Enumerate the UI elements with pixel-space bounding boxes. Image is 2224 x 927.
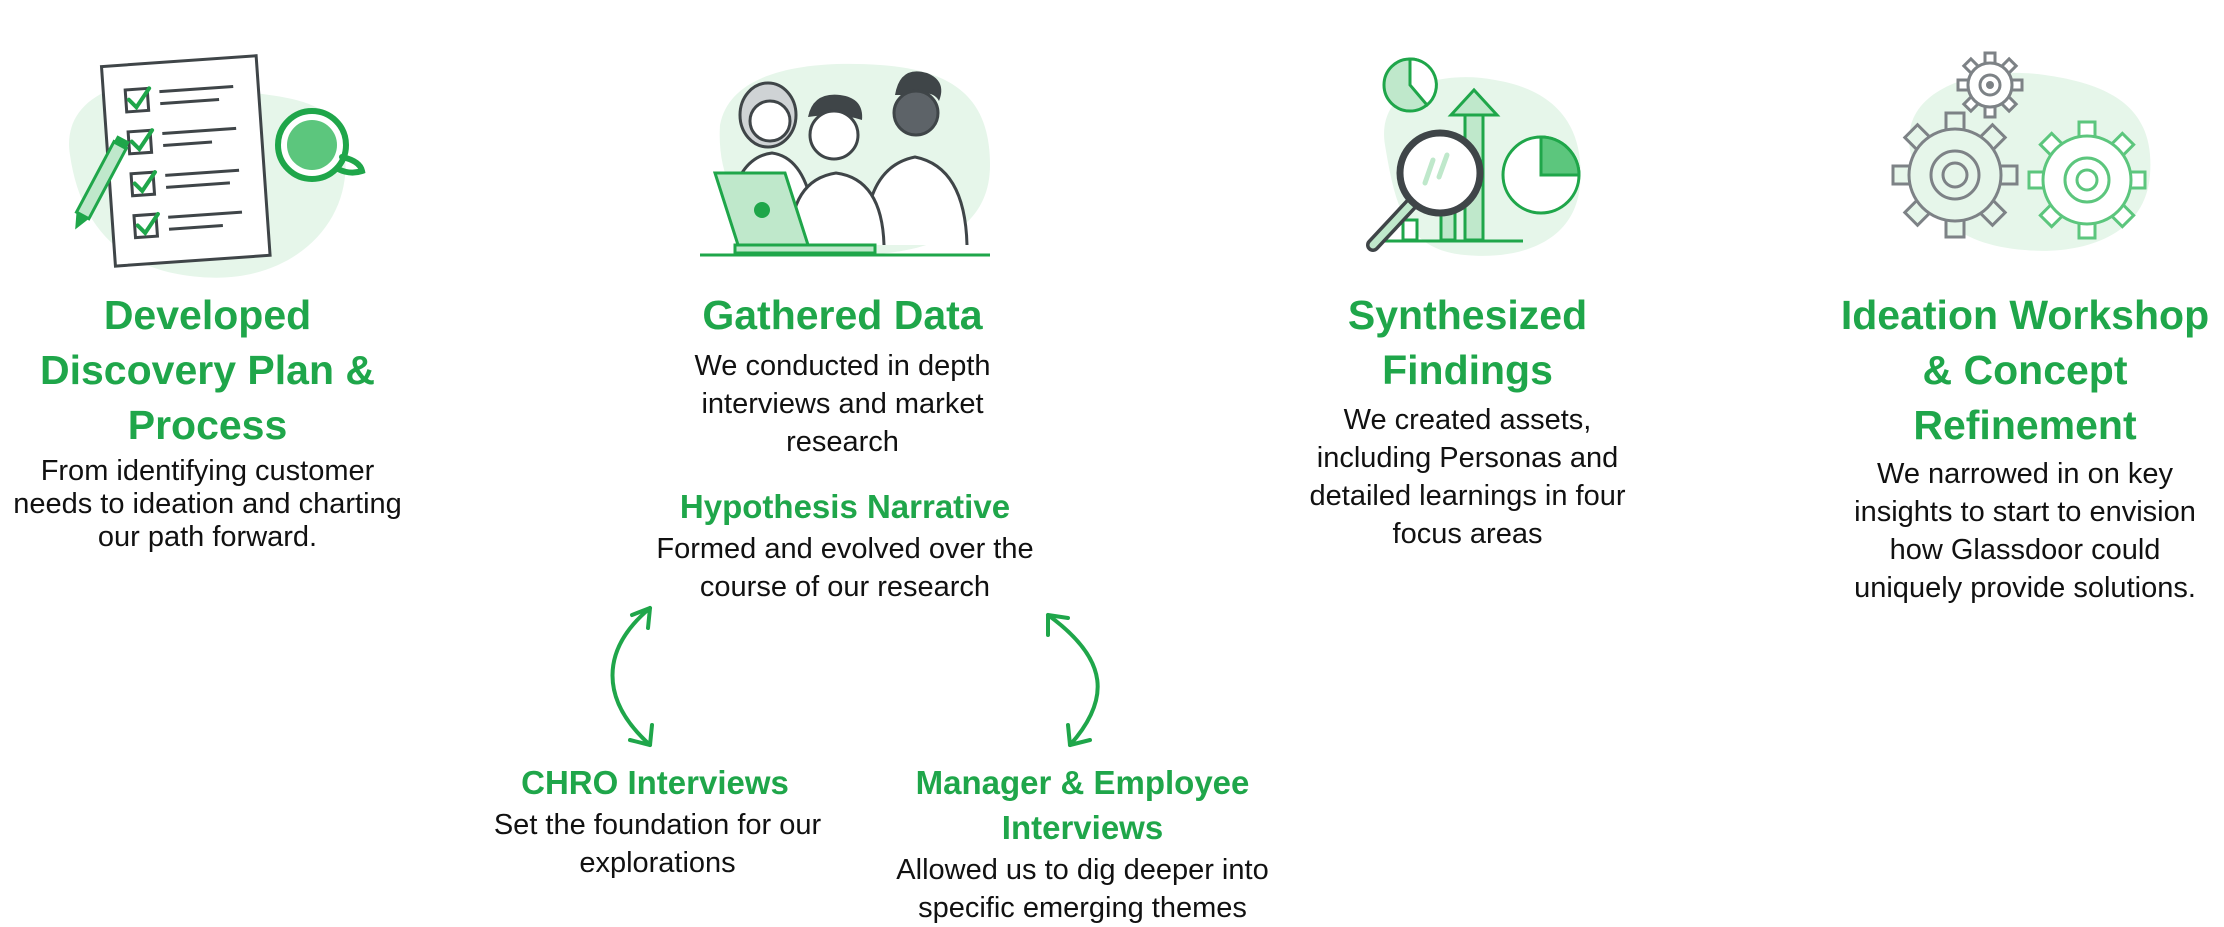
hypothesis-description: Formed and evolved over the course of ou… [656,533,1034,603]
left-cycle-arrow [610,606,652,747]
chro-interviews-title: CHRO Interviews [521,764,789,801]
step-2-description: We conducted in depth interviews and mar… [694,350,991,458]
step-3-description: We created assets, including Personas an… [1309,404,1626,550]
manager-interviews-description: Allowed us to dig deeper into specific e… [896,854,1269,924]
hypothesis-title: Hypothesis Narrative [679,488,1011,525]
checklist-icon [69,54,366,278]
gears-icon [1891,51,2151,251]
manager-interviews-title: Manager & Employee Interviews [915,764,1250,846]
chro-interviews-description: Set the foundation for our explorations [493,809,822,879]
analytics-magnifier-icon [1366,57,1581,256]
step-1-title: Developed Discovery Plan & Process [40,292,375,448]
step-3-title: Synthesized Findings [1347,292,1588,393]
step-4-title: Ideation Workshop & Concept Refinement [1840,292,2210,448]
right-cycle-arrow [1046,613,1100,747]
team-laptop-icon [700,63,990,257]
step-2-title: Gathered Data [702,292,983,338]
step-4-description: We narrowed in on key insights to start … [1854,458,2196,604]
step-1-description: From identifying customer needs to ideat… [13,455,402,553]
